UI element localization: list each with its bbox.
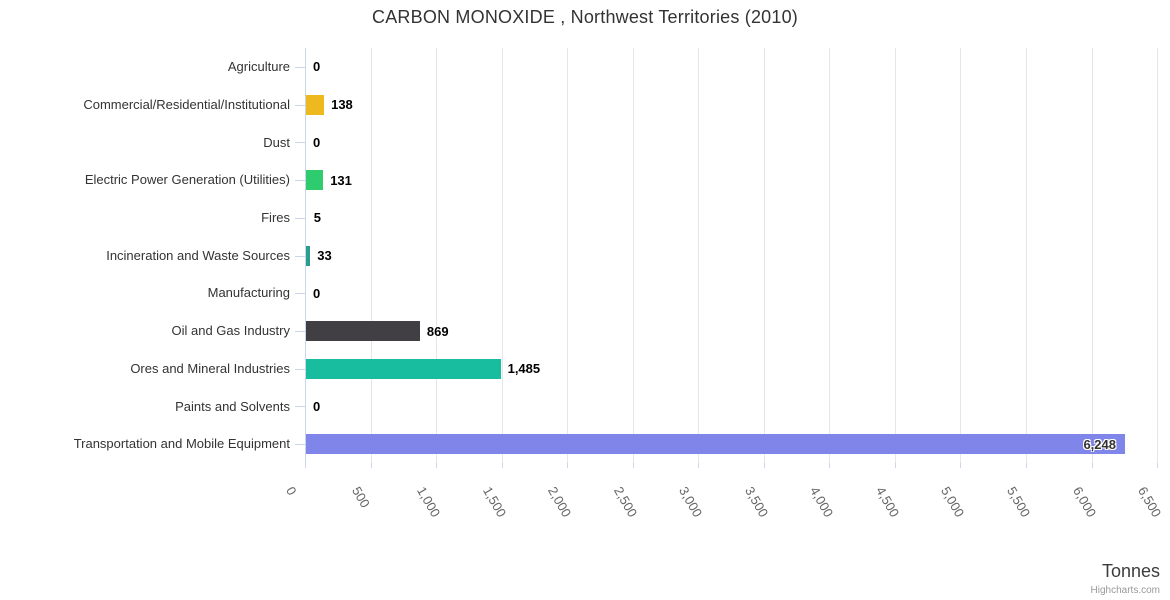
x-axis-title: Tonnes [1101, 561, 1160, 581]
bar-commercial-residential-institutional[interactable] [306, 94, 325, 115]
category-label: Transportation and Mobile Equipment [73, 436, 290, 452]
x-axis-tick-label: 6,000 [1069, 484, 1099, 520]
x-axis-tick-label: 4,000 [807, 484, 837, 520]
y-axis-tick [295, 255, 305, 257]
x-axis-tick-label: 3,000 [676, 484, 706, 520]
x-axis-tick-label: 5,000 [938, 484, 968, 520]
x-axis-tick-label: 2,000 [545, 484, 575, 520]
category-label: Commercial/Residential/Institutional [83, 96, 290, 112]
y-axis-tick [295, 293, 305, 295]
value-label: 6,248 [1083, 436, 1116, 452]
category-label: Electric Power Generation (Utilities) [84, 172, 290, 188]
x-gridline [894, 48, 896, 463]
x-axis-tick [763, 463, 765, 468]
x-axis-tick [698, 463, 700, 468]
x-gridline [370, 48, 372, 463]
y-axis-line [305, 48, 306, 468]
x-gridline [960, 48, 962, 463]
x-axis-tick-label: 1,000 [414, 484, 444, 520]
x-axis-tick [1091, 463, 1093, 468]
value-label: 0 [313, 59, 321, 75]
bar-oil-and-gas-industry[interactable] [306, 321, 420, 341]
bar-incineration-and-waste-sources[interactable] [306, 245, 311, 266]
y-axis-tick [295, 406, 305, 408]
y-axis-tick [295, 331, 305, 332]
value-label: 0 [313, 285, 321, 301]
x-axis-tick [829, 463, 831, 468]
x-axis-tick-label: 1,500 [479, 484, 509, 520]
value-label: 33 [317, 248, 332, 263]
value-label: 5 [313, 210, 321, 226]
chart-title: CARBON MONOXIDE , Northwest Territories … [372, 7, 798, 27]
category-label: Fires [261, 209, 290, 225]
y-axis-tick [295, 444, 305, 446]
value-label: 869 [426, 323, 449, 339]
category-label: Agriculture [227, 59, 290, 74]
x-gridline [763, 48, 765, 463]
x-axis-tick-label: 2,500 [610, 484, 640, 520]
bar-transportation-and-mobile-equipment[interactable] [306, 434, 1125, 455]
y-axis-tick [295, 142, 305, 144]
category-label: Incineration and Waste Sources [106, 247, 290, 263]
x-gridline [501, 48, 503, 463]
category-label: Oil and Gas Industry [171, 323, 291, 339]
y-axis-tick [295, 217, 305, 219]
value-label: 0 [313, 134, 321, 150]
highcharts-credit[interactable]: Highcharts.com [1090, 585, 1160, 596]
x-gridline [698, 48, 700, 463]
category-label: Paints and Solvents [175, 398, 290, 414]
y-axis-tick [295, 104, 305, 106]
value-label: 1,485 [507, 361, 541, 377]
x-gridline [829, 48, 831, 463]
x-gridline [632, 48, 634, 463]
x-axis-tick [501, 463, 503, 468]
x-axis-tick-label: 500 [348, 484, 373, 511]
x-axis-tick [436, 463, 438, 468]
category-label: Manufacturing [207, 285, 290, 301]
y-axis-tick [295, 180, 305, 181]
x-axis-tick-label: 5,500 [1003, 484, 1034, 520]
category-label: Dust [263, 134, 290, 150]
x-axis-tick [632, 463, 634, 468]
value-label: 131 [330, 172, 352, 188]
x-axis-tick [894, 463, 896, 468]
value-label: 138 [331, 97, 353, 113]
x-axis-tick-label: 0 [283, 484, 300, 498]
y-axis-tick [295, 368, 305, 370]
category-label: Ores and Mineral Industries [130, 360, 290, 376]
x-axis-tick [1025, 463, 1027, 468]
x-axis-tick [567, 463, 569, 468]
x-axis-tick-label: 4,500 [872, 484, 903, 520]
x-gridline [567, 48, 569, 463]
x-axis-tick-label: 3,500 [741, 484, 772, 520]
x-gridline [1091, 48, 1093, 463]
x-gridline [436, 48, 438, 463]
x-gridline [1157, 48, 1158, 463]
bar-ores-and-mineral-industries[interactable] [306, 358, 501, 379]
bar-electric-power-generation-utilities-[interactable] [306, 170, 324, 190]
x-axis-tick-label: 6,500 [1135, 484, 1165, 520]
x-axis-tick [370, 463, 372, 468]
y-axis-tick [295, 66, 305, 68]
value-label: 0 [313, 398, 321, 414]
x-axis-tick [1157, 463, 1158, 468]
x-axis-tick [960, 463, 962, 468]
x-gridline [1025, 48, 1027, 463]
